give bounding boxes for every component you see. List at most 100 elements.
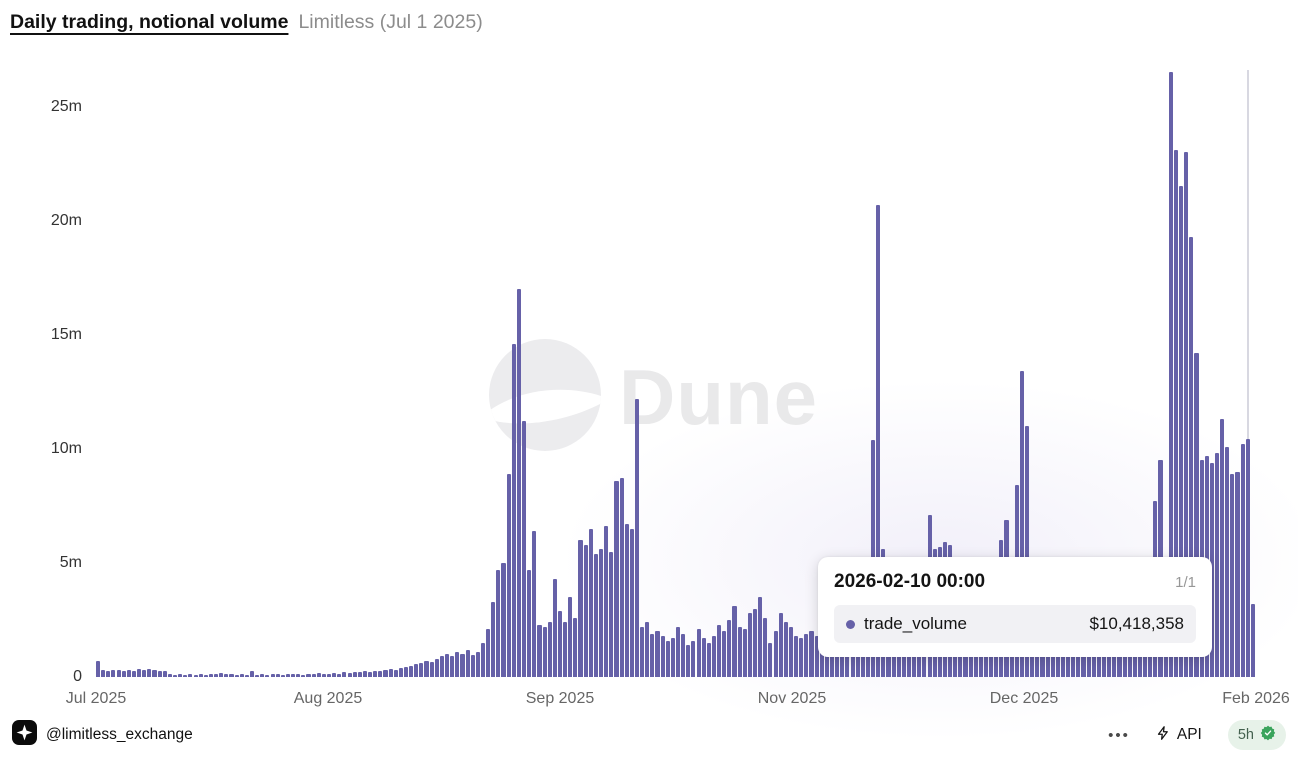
bar[interactable] [491,601,496,677]
bar[interactable] [368,671,373,677]
bar[interactable] [676,626,681,677]
bar[interactable] [342,672,347,677]
bar[interactable] [1220,419,1225,677]
bar[interactable] [486,629,491,677]
bar[interactable] [373,670,378,677]
bar[interactable] [157,670,162,677]
bar[interactable] [214,674,219,677]
bar[interactable] [301,674,306,677]
bar[interactable] [1250,603,1255,677]
bar[interactable] [747,613,752,677]
bar[interactable] [496,569,501,677]
bar[interactable] [244,674,249,677]
bar[interactable] [809,631,814,677]
bar[interactable] [460,654,465,677]
bar[interactable] [655,631,660,677]
bar[interactable] [1168,72,1173,677]
bar[interactable] [249,671,255,677]
bar[interactable] [142,670,147,677]
bar[interactable] [1189,236,1194,677]
bar[interactable] [429,662,434,677]
bar[interactable] [131,670,137,677]
bar[interactable] [763,617,768,677]
bar[interactable] [270,673,275,677]
bar[interactable] [357,672,362,677]
bar[interactable] [501,562,506,677]
bar[interactable] [563,622,568,677]
bar[interactable] [1230,473,1235,677]
bar[interactable] [275,674,280,677]
bar[interactable] [188,673,193,677]
bar[interactable] [96,661,101,677]
bar[interactable] [106,670,111,677]
bar[interactable] [475,651,480,677]
bar[interactable] [403,666,409,677]
bar[interactable] [450,656,455,677]
bar[interactable] [788,626,793,677]
bar[interactable] [265,674,270,677]
bar[interactable] [316,673,321,677]
bar[interactable] [1179,186,1184,677]
bar[interactable] [178,674,183,677]
bar[interactable] [778,613,783,677]
bar[interactable] [285,674,290,677]
bar[interactable] [634,398,640,677]
bar[interactable] [752,608,758,677]
bar[interactable] [1245,439,1250,677]
bar[interactable] [147,668,152,677]
bar[interactable] [203,674,208,677]
bar[interactable] [126,670,131,677]
bar[interactable] [219,672,224,677]
bar[interactable] [378,671,383,677]
bar[interactable] [137,669,142,677]
bar[interactable] [516,289,521,677]
bar[interactable] [1019,371,1024,677]
refresh-badge[interactable]: 5h [1227,720,1286,750]
bar[interactable] [439,656,444,677]
bar[interactable] [629,528,634,677]
bar[interactable] [296,674,301,677]
bar[interactable] [568,597,573,677]
bar[interactable] [804,633,809,677]
bar[interactable] [465,649,470,677]
bar[interactable] [414,664,419,677]
bar[interactable] [480,642,486,677]
bar[interactable] [419,663,424,677]
bar[interactable] [799,638,804,677]
bar[interactable] [604,526,609,677]
bar[interactable] [711,635,717,677]
bar[interactable] [511,343,516,677]
bar[interactable] [583,544,588,677]
bar[interactable] [352,671,357,677]
bar[interactable] [588,528,593,677]
bar[interactable] [434,658,439,677]
bar[interactable] [619,478,624,677]
bar[interactable] [665,640,670,677]
bar[interactable] [527,569,532,677]
bar[interactable] [398,667,403,677]
bar[interactable] [172,674,178,677]
api-button[interactable]: API [1156,725,1202,746]
bar[interactable] [1214,453,1220,677]
bar[interactable] [660,635,665,677]
bar[interactable] [593,553,598,677]
bar[interactable] [1184,152,1189,677]
bar[interactable] [557,610,563,677]
bar[interactable] [599,549,604,677]
bar[interactable] [670,638,675,677]
bar[interactable] [101,670,106,677]
bar[interactable] [183,674,188,677]
bar[interactable] [239,674,244,677]
bar[interactable] [326,673,332,677]
bar[interactable] [614,480,619,677]
bar[interactable] [532,530,537,677]
bar[interactable] [198,674,203,677]
bar[interactable] [829,638,835,677]
bar[interactable] [758,597,763,677]
bar[interactable] [1225,446,1230,677]
bar[interactable] [624,524,629,677]
bar[interactable] [573,617,578,677]
bar[interactable] [742,629,747,677]
bar[interactable] [768,642,773,677]
bar[interactable] [111,669,116,677]
